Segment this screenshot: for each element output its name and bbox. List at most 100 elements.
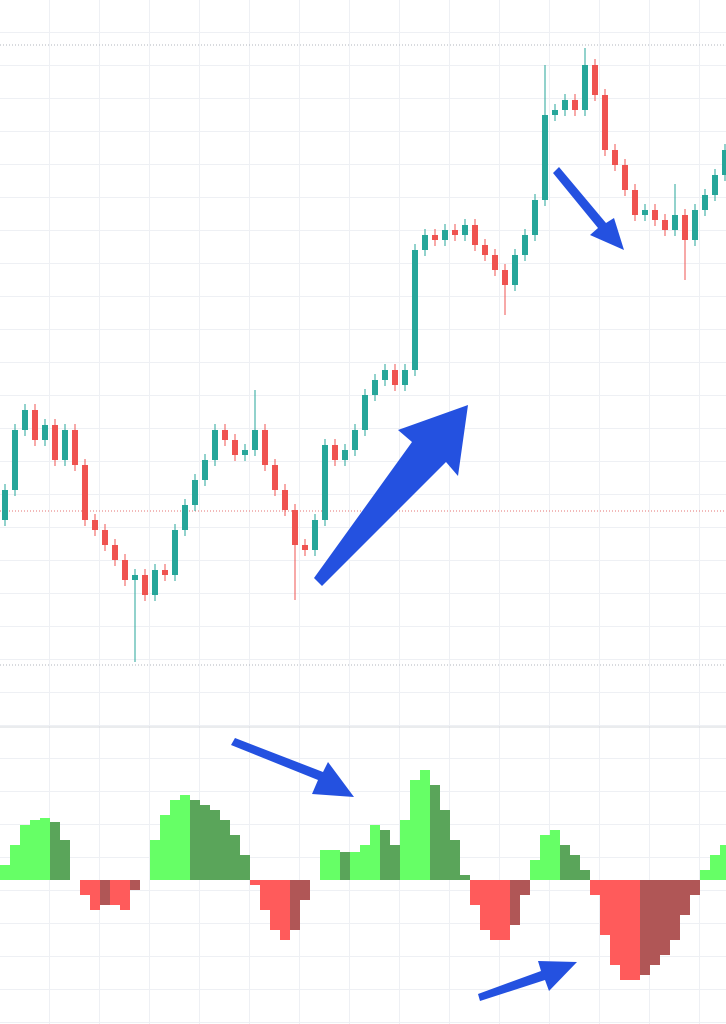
marks	[0, 44, 726, 980]
candle-body	[42, 425, 48, 440]
candle-body	[12, 430, 18, 490]
candle-body	[242, 450, 248, 455]
candle-body	[572, 100, 578, 110]
candle-body	[292, 510, 298, 545]
candle-body	[462, 225, 468, 235]
candle-body	[62, 430, 68, 460]
candle-body	[532, 200, 538, 235]
histogram-bar	[490, 880, 500, 940]
candle-body	[282, 490, 288, 510]
histogram-bar	[420, 770, 430, 880]
candle-body	[342, 450, 348, 460]
histogram-bar	[640, 880, 650, 975]
histogram-bar	[540, 835, 550, 880]
candle-body	[632, 190, 638, 215]
candle-body	[52, 425, 58, 460]
candle-body	[702, 195, 708, 210]
candle-body	[472, 225, 478, 245]
histogram-bar	[510, 880, 520, 925]
candle-body	[222, 430, 228, 440]
candle-body	[442, 230, 448, 240]
candle-body	[392, 370, 398, 385]
histogram-bar	[150, 840, 160, 880]
histogram-bar	[400, 820, 410, 880]
candle-body	[482, 245, 488, 255]
candle-body	[712, 175, 718, 195]
arrow	[553, 167, 624, 250]
histogram-bar	[260, 880, 270, 910]
candle-body	[122, 560, 128, 580]
histogram-bar	[690, 880, 700, 895]
candle-body	[32, 410, 38, 440]
histogram-bar	[450, 840, 460, 880]
histogram-bar	[720, 845, 726, 880]
candle-body	[262, 430, 268, 465]
candle-body	[552, 110, 558, 115]
histogram-bar	[350, 852, 360, 880]
candle-body	[562, 100, 568, 110]
histogram-bar	[500, 880, 510, 940]
histogram-bar	[470, 880, 480, 905]
histogram-bar	[90, 880, 100, 910]
histogram-bar	[120, 880, 130, 910]
candle-body	[542, 115, 548, 200]
candle-body	[132, 575, 138, 580]
histogram-bar	[300, 880, 310, 900]
arrow	[314, 405, 468, 586]
histogram-bar	[20, 825, 30, 880]
candle-body	[182, 505, 188, 530]
candle-body	[592, 65, 598, 95]
histogram-bar	[30, 820, 40, 880]
histogram-bar	[580, 870, 590, 880]
histogram-bar	[530, 860, 540, 880]
histogram-bar	[620, 880, 630, 980]
candle-body	[362, 395, 368, 430]
candle-body	[82, 465, 88, 520]
candle-body	[722, 150, 726, 175]
candle-body	[272, 465, 278, 490]
histogram-bar	[40, 818, 50, 880]
arrow	[231, 738, 354, 797]
candle-body	[352, 430, 358, 450]
candle-body	[142, 575, 148, 595]
histogram-bar	[250, 880, 260, 885]
histogram-bar	[710, 855, 720, 880]
candle-body	[402, 370, 408, 385]
candle-body	[102, 530, 108, 545]
candle-body	[202, 460, 208, 480]
histogram-bar	[460, 875, 470, 880]
candle-body	[252, 430, 258, 450]
histogram-bar	[280, 880, 290, 940]
histogram-bar	[180, 795, 190, 880]
histogram-bar	[380, 830, 390, 880]
candle-body	[432, 235, 438, 240]
candle-body	[172, 530, 178, 575]
histogram-bar	[590, 880, 600, 895]
histogram-bar	[0, 865, 10, 880]
histogram-bar	[610, 880, 620, 965]
candle-body	[522, 235, 528, 255]
candle-body	[512, 255, 518, 285]
histogram-bar	[570, 855, 580, 880]
histogram-bar	[270, 880, 280, 930]
candle-body	[382, 370, 388, 380]
candle-body	[622, 165, 628, 190]
histogram-bar	[550, 830, 560, 880]
candle-body	[492, 255, 498, 270]
histogram-bar	[440, 810, 450, 880]
candle-body	[672, 215, 678, 230]
candle-body	[192, 480, 198, 505]
histogram-bar	[520, 880, 530, 895]
candle-body	[662, 220, 668, 230]
histogram-bar	[600, 880, 610, 935]
histogram-bar	[100, 880, 110, 905]
annotations	[231, 167, 624, 1001]
histogram-bar	[220, 820, 230, 880]
candle-body	[602, 95, 608, 150]
candle-body	[502, 270, 508, 285]
histogram-bar	[50, 822, 60, 880]
histogram-bar	[660, 880, 670, 955]
candle-body	[582, 65, 588, 110]
histogram-bar	[390, 845, 400, 880]
